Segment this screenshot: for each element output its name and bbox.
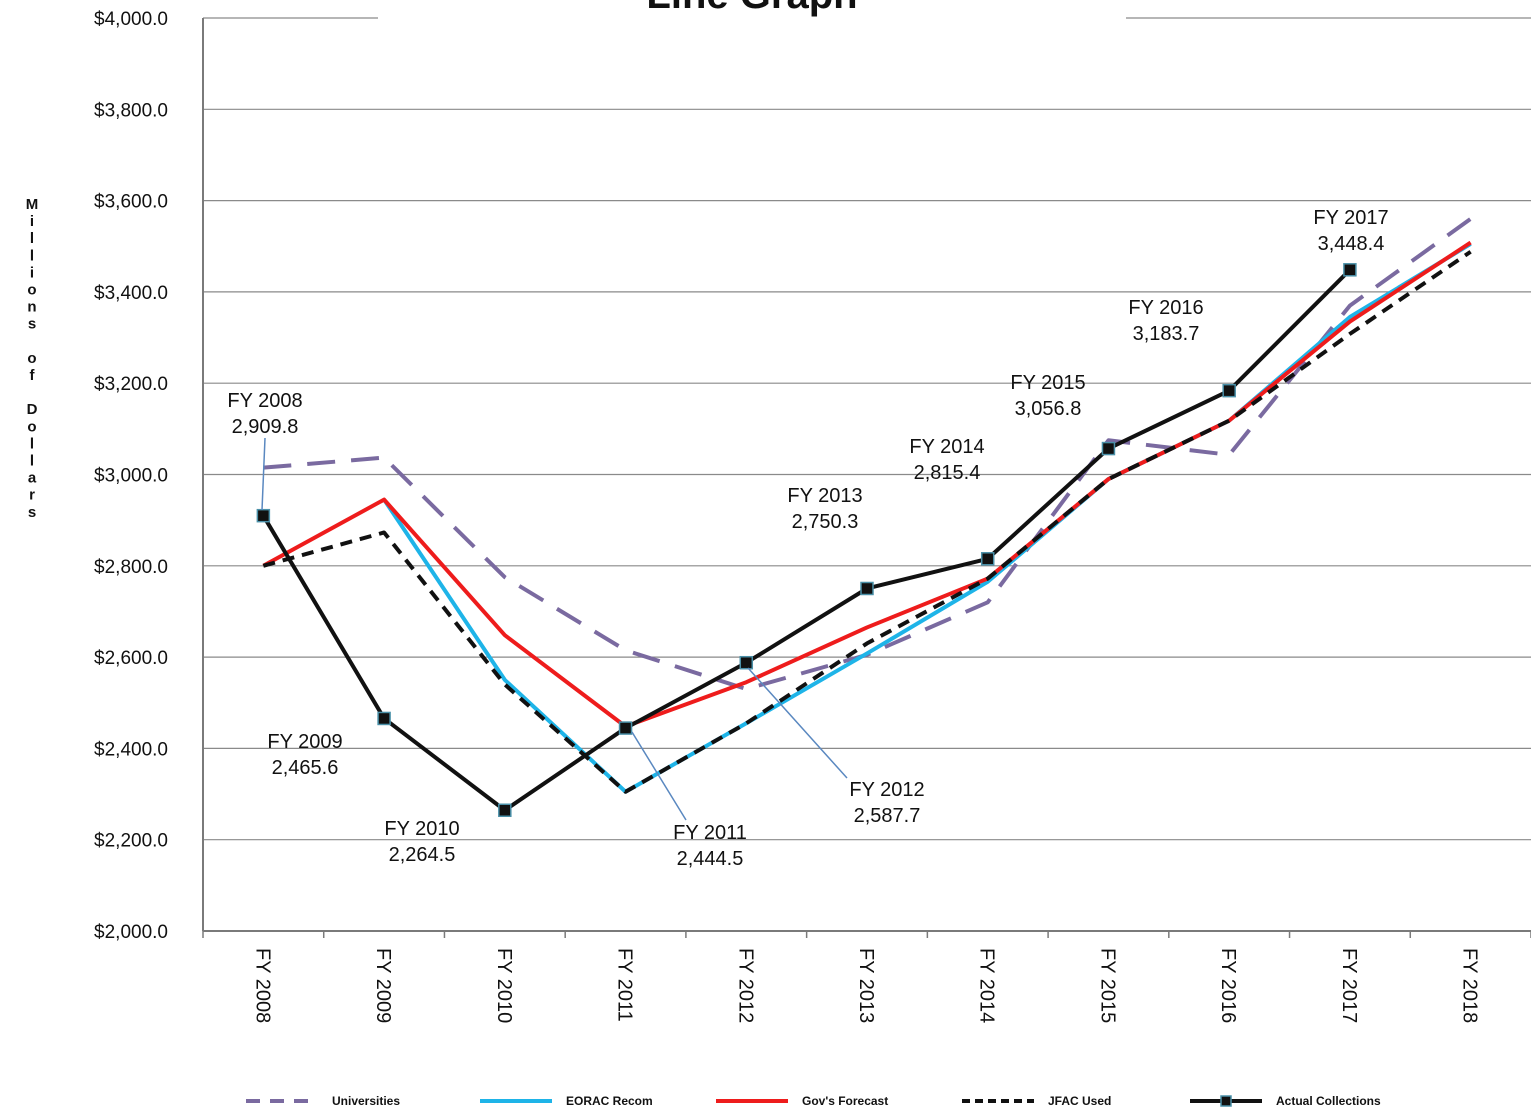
data-point-marker: [1101, 441, 1116, 456]
x-tick-label: FY 2011: [614, 948, 636, 1022]
y-tick-label: $3,800.0: [94, 100, 168, 121]
y-tick-label: $3,200.0: [94, 374, 168, 395]
annotation-label-year: FY 2009: [267, 731, 342, 753]
annotation-label-year: FY 2013: [787, 485, 862, 507]
y-tick-label: $4,000.0: [94, 9, 168, 30]
y-label-letter: s: [28, 316, 36, 333]
x-tick-label: FY 2018: [1459, 948, 1481, 1023]
y-tick-label: $3,000.0: [94, 466, 168, 487]
annotation-label-value: 2,909.8: [232, 416, 299, 438]
y-label-letter: l: [30, 435, 34, 452]
y-tick-label: $3,400.0: [94, 283, 168, 304]
y-label-letter: a: [28, 470, 37, 487]
annotation-label-value: 2,587.7: [854, 805, 921, 827]
y-label-letter: i: [30, 264, 34, 281]
annotation-leader-line: [631, 731, 687, 821]
series-line-eorac-recom: [382, 242, 1472, 794]
y-tick-label: $2,200.0: [94, 831, 168, 852]
y-label-letter: n: [27, 299, 36, 316]
y-label-letter: l: [30, 230, 34, 247]
legend-label: EORAC Recom: [566, 1094, 653, 1108]
annotation-label-year: FY 2016: [1128, 297, 1203, 319]
y-label-letter: f: [30, 367, 36, 384]
y-label-letter: r: [29, 487, 35, 504]
annotation-label-value: 3,183.7: [1133, 323, 1200, 345]
y-tick-label: $2,800.0: [94, 557, 168, 578]
annotation-label-value: 2,750.3: [792, 511, 859, 533]
x-tick-label: FY 2010: [493, 948, 515, 1023]
y-tick-labels: $2,000.0 $2,200.0 $2,400.0 $2,600.0 $2,800.0…: [94, 9, 168, 943]
annotation-label-value: 2,444.5: [677, 848, 744, 870]
data-point-marker: [377, 711, 391, 726]
title-backdrop: [378, 0, 1126, 22]
x-tick-label: FY 2013: [855, 948, 877, 1023]
series-lines: [256, 217, 1472, 818]
y-label-letter: o: [27, 418, 36, 435]
chart-title-group: Line Graph: [378, 0, 1126, 22]
y-tick-label: $2,400.0: [94, 739, 168, 760]
y-tick-label: $3,600.0: [94, 192, 168, 213]
annotation-label-year: FY 2010: [384, 818, 459, 840]
series-line-actual-collections: [261, 268, 1352, 813]
annotation-label-year: FY 2008: [227, 390, 302, 412]
x-tick-label: FY 2014: [976, 948, 998, 1023]
data-point-marker: [618, 721, 633, 735]
annotation-label-year: FY 2015: [1010, 372, 1085, 394]
legend-label: Actual Collections: [1276, 1094, 1381, 1108]
grid: [203, 17, 1531, 841]
y-label-letter: D: [27, 401, 38, 418]
annotation-label-value: 2,815.4: [914, 462, 981, 484]
series-line-gov-s-forecast: [262, 240, 1472, 729]
chart-title: Line Graph: [646, 0, 857, 17]
annotation-label-year: FY 2012: [849, 779, 924, 801]
legend: Universities EORAC Recom Gov's Forecast JFA…: [246, 1094, 1381, 1108]
series-line-universities: [263, 217, 1472, 692]
data-point-marker: [256, 508, 271, 523]
annotation-label-value: 2,465.6: [272, 757, 339, 779]
axes: [202, 18, 1531, 938]
legend-marker: [1220, 1095, 1232, 1107]
data-point-marker: [860, 581, 874, 596]
data-annotations: FY 2008 2,909.8 FY 2009 2,465.6 FY 2010 2,264…: [227, 207, 1388, 870]
y-label-letter: i: [30, 213, 34, 230]
y-label-letter: o: [27, 350, 36, 367]
y-label-letter: s: [28, 504, 36, 521]
legend-label: JFAC Used: [1048, 1094, 1111, 1108]
y-label-letter: l: [30, 453, 34, 470]
x-tick-label: FY 2016: [1217, 948, 1239, 1023]
data-point-marker: [498, 803, 512, 818]
x-tick-labels: FY 2008 FY 2009 FY 2010 FY 2011 FY 2012 FY 20…: [251, 948, 1480, 1023]
annotation-label-year: FY 2011: [673, 822, 747, 844]
annotation-leader-line: [747, 667, 848, 779]
series-line-jfac-used: [262, 250, 1472, 794]
y-label-letter: l: [30, 247, 34, 264]
x-tick-label: FY 2012: [734, 948, 756, 1023]
y-tick-label: $2,600.0: [94, 648, 168, 669]
legend-label: Universities: [332, 1094, 400, 1108]
legend-label: Gov's Forecast: [802, 1094, 888, 1108]
annotation-label-value: 3,056.8: [1015, 398, 1082, 420]
annotation-label-year: FY 2014: [909, 436, 984, 458]
y-tick-label: $2,000.0: [94, 922, 168, 943]
x-tick-label: FY 2015: [1096, 948, 1118, 1023]
annotation-label-year: FY 2017: [1313, 207, 1388, 229]
x-tick-label: FY 2017: [1338, 948, 1360, 1023]
data-point-marker: [1222, 383, 1236, 398]
annotation-label-value: 3,448.4: [1318, 233, 1385, 255]
data-point-marker: [980, 552, 995, 566]
y-label-letter: M: [26, 196, 39, 213]
x-tick-label: FY 2008: [251, 948, 273, 1023]
x-tick-label: FY 2009: [372, 948, 394, 1023]
y-label-letter: o: [27, 282, 36, 299]
annotation-leader-line: [261, 437, 266, 511]
annotation-label-value: 2,264.5: [389, 844, 456, 866]
data-point-marker: [739, 655, 754, 670]
data-point-marker: [1343, 263, 1357, 277]
